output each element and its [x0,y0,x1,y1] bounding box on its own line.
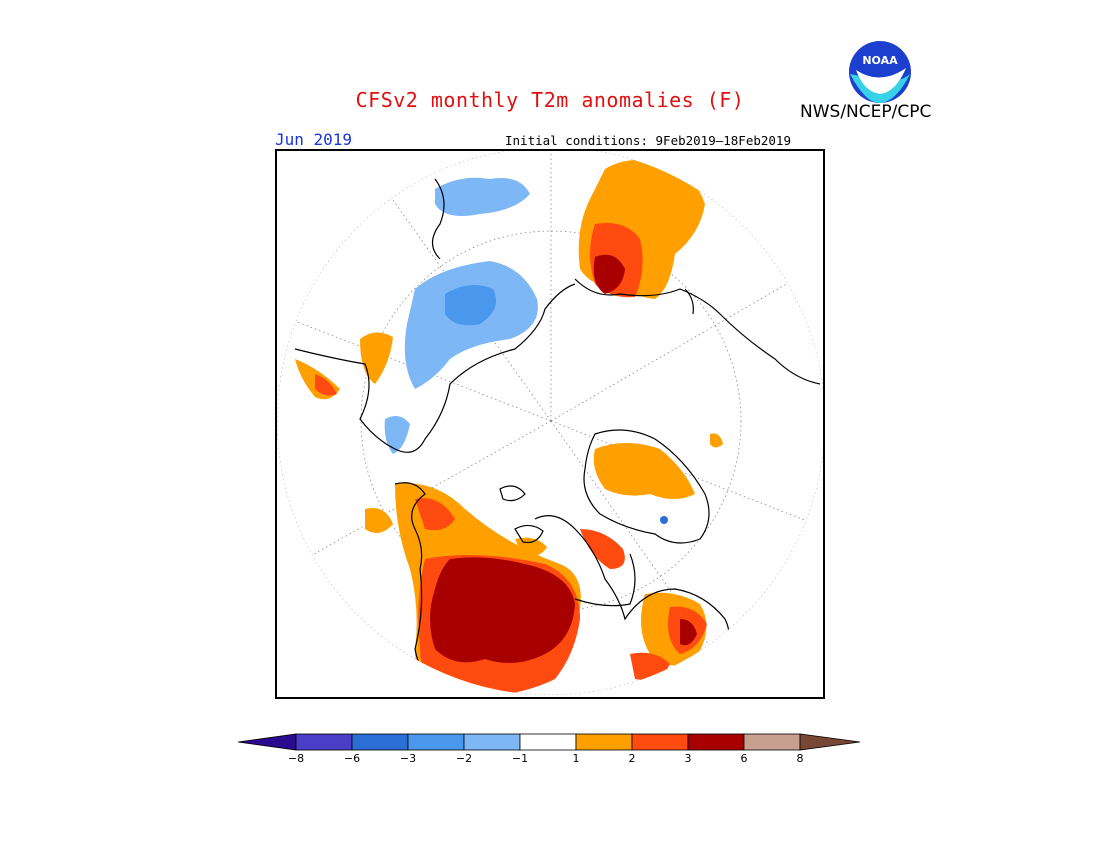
colorbar-label: 8 [796,752,804,765]
cold-anomaly-regions [384,177,668,524]
noaa-logo-icon: NOAA [849,41,911,104]
colorbar-swatch-4 [463,733,521,751]
colorbar-label: −6 [343,752,361,765]
svg-text:NOAA: NOAA [862,54,898,67]
colorbar-swatch-2 [351,733,409,751]
colorbar-swatch-7 [631,733,689,751]
colorbar-label: 6 [740,752,748,765]
colorbar [238,733,861,751]
colorbar-label: 1 [572,752,580,765]
anomaly-map [275,149,825,699]
coastlines [294,178,821,695]
colorbar-swatch-5 [519,733,577,751]
colorbar-label: 3 [684,752,692,765]
colorbar-label: 2 [628,752,636,765]
agency-label: NWS/NCEP/CPC [800,102,932,122]
warm-anomaly-level-3 [430,254,697,663]
forecast-period: Jun 2019 [275,130,353,149]
colorbar-swatch-3 [407,733,465,751]
initial-conditions: Initial conditions: 9Feb2019–18Feb2019 [505,133,791,148]
colorbar-low-arrow [238,733,297,751]
colorbar-label: −3 [399,752,417,765]
colorbar-label: −1 [511,752,529,765]
map-title: CFSv2 monthly T2m anomalies (F) [355,88,745,112]
colorbar-swatch-9 [743,733,801,751]
colorbar-swatch-8 [687,733,745,751]
colorbar-swatch-6 [575,733,633,751]
colorbar-label: −2 [455,752,473,765]
colorbar-high-arrow [799,733,861,751]
colorbar-label: −8 [287,752,305,765]
colorbar-swatch-1 [295,733,353,751]
